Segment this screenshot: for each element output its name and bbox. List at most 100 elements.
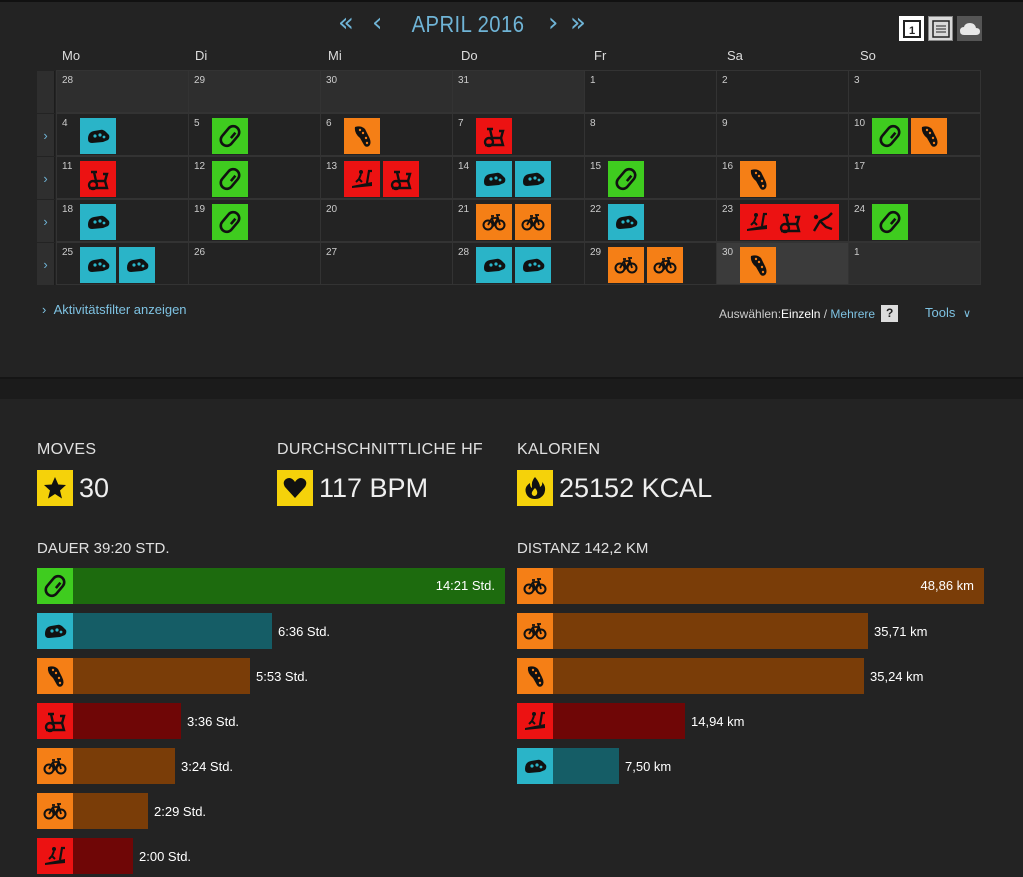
calendar-day[interactable]: 31 bbox=[452, 70, 585, 113]
run-icon bbox=[527, 666, 544, 687]
week-expand-icon[interactable]: › bbox=[37, 243, 55, 285]
activity-stepper[interactable] bbox=[806, 204, 839, 240]
calendar-day[interactable]: 30 bbox=[320, 70, 453, 113]
activity-climb[interactable] bbox=[872, 204, 908, 240]
activity-run[interactable] bbox=[740, 247, 776, 283]
activity-walk[interactable] bbox=[476, 247, 512, 283]
calendar-day[interactable]: 9 bbox=[716, 113, 849, 156]
calendar-day[interactable]: 2 bbox=[716, 70, 849, 113]
cloud-view-button[interactable] bbox=[957, 16, 982, 41]
calendar-day[interactable]: 16 bbox=[716, 156, 849, 199]
calendar-day[interactable]: 3 bbox=[848, 70, 981, 113]
calendar-day[interactable]: 25 bbox=[56, 242, 189, 285]
chevron-right-icon: › bbox=[42, 302, 47, 317]
activity-cycle[interactable] bbox=[608, 247, 644, 283]
calendar-day[interactable]: 13 bbox=[320, 156, 453, 199]
help-button[interactable]: ? bbox=[881, 305, 899, 322]
activity-cycle[interactable] bbox=[476, 204, 512, 240]
bar-row[interactable]: 2:00 Std. bbox=[37, 838, 191, 874]
select-multiple-option[interactable]: Mehrere bbox=[830, 306, 876, 321]
calendar-day[interactable]: 22 bbox=[584, 199, 717, 242]
calendar-day[interactable]: 23 bbox=[716, 199, 849, 242]
next-year-icon[interactable]: » bbox=[570, 8, 586, 38]
list-view-button[interactable] bbox=[928, 16, 953, 41]
calendar-day[interactable]: 29 bbox=[188, 70, 321, 113]
calendar-day[interactable]: 27 bbox=[320, 242, 453, 285]
calendar-day[interactable]: 1 bbox=[584, 70, 717, 113]
calendar-day[interactable]: 14 bbox=[452, 156, 585, 199]
walk-icon bbox=[45, 624, 67, 638]
activity-spin[interactable] bbox=[476, 118, 512, 154]
bar-row[interactable]: 48,86 km bbox=[517, 568, 984, 604]
calendar-day[interactable]: 15 bbox=[584, 156, 717, 199]
bar-row[interactable]: 35,71 km bbox=[517, 613, 927, 649]
activity-run[interactable] bbox=[344, 118, 380, 154]
activity-spin[interactable] bbox=[383, 161, 419, 197]
calendar-day[interactable]: 29 bbox=[584, 242, 717, 285]
activity-climb[interactable] bbox=[212, 161, 248, 197]
activity-walk[interactable] bbox=[608, 204, 644, 240]
week-expand-icon[interactable]: › bbox=[37, 114, 55, 156]
calendar-day[interactable]: 7 bbox=[452, 113, 585, 156]
week-expand-icon[interactable]: › bbox=[37, 200, 55, 242]
activity-filter-link[interactable]: › Aktivitätsfilter anzeigen bbox=[42, 302, 187, 317]
activity-spin[interactable] bbox=[80, 161, 116, 197]
stat-value: 30 bbox=[79, 472, 110, 503]
activity-walk[interactable] bbox=[515, 247, 551, 283]
prev-year-icon[interactable]: « bbox=[338, 8, 354, 38]
activity-treadmill[interactable] bbox=[740, 204, 773, 240]
select-single-option[interactable]: Einzeln bbox=[781, 306, 821, 321]
calendar-day[interactable]: 28 bbox=[56, 70, 189, 113]
activity-climb[interactable] bbox=[872, 118, 908, 154]
activity-walk[interactable] bbox=[80, 118, 116, 154]
stat-heart: DURCHSCHNITTLICHE HF 117 BPM bbox=[277, 441, 483, 506]
activity-run[interactable] bbox=[740, 161, 776, 197]
calendar-day[interactable]: 21 bbox=[452, 199, 585, 242]
activity-walk[interactable] bbox=[80, 204, 116, 240]
activity-climb[interactable] bbox=[212, 118, 248, 154]
activity-run[interactable] bbox=[911, 118, 947, 154]
calendar-day[interactable]: 20 bbox=[320, 199, 453, 242]
calendar-day[interactable]: 11 bbox=[56, 156, 189, 199]
activity-walk[interactable] bbox=[476, 161, 512, 197]
activity-cycle[interactable] bbox=[515, 204, 551, 240]
calendar-day[interactable]: 18 bbox=[56, 199, 189, 242]
activity-spin[interactable] bbox=[773, 204, 806, 240]
activity-walk[interactable] bbox=[515, 161, 551, 197]
weekday-so: So bbox=[860, 48, 876, 63]
bar-row[interactable]: 14:21 Std. bbox=[37, 568, 505, 604]
calendar-day[interactable]: 17 bbox=[848, 156, 981, 199]
calendar-day[interactable]: 28 bbox=[452, 242, 585, 285]
prev-month-icon[interactable]: ‹ bbox=[372, 8, 383, 38]
bar-row[interactable]: 3:24 Std. bbox=[37, 748, 233, 784]
week-expand-icon[interactable]: › bbox=[37, 157, 55, 199]
activity-cycle[interactable] bbox=[647, 247, 683, 283]
tools-menu[interactable]: Tools ∨ bbox=[925, 305, 971, 320]
weekday-mo: Mo bbox=[62, 48, 81, 63]
activity-walk[interactable] bbox=[80, 247, 116, 283]
bar-row[interactable]: 35,24 km bbox=[517, 658, 923, 694]
calendar-day[interactable]: 19 bbox=[188, 199, 321, 242]
bar-row[interactable]: 6:36 Std. bbox=[37, 613, 330, 649]
calendar-day[interactable]: 5 bbox=[188, 113, 321, 156]
calendar-day[interactable]: 26 bbox=[188, 242, 321, 285]
activity-treadmill[interactable] bbox=[344, 161, 380, 197]
calendar-day[interactable]: 6 bbox=[320, 113, 453, 156]
calendar-day[interactable]: 8 bbox=[584, 113, 717, 156]
bar-row[interactable]: 14,94 km bbox=[517, 703, 744, 739]
calendar-day[interactable]: 30 bbox=[716, 242, 849, 285]
calendar-day[interactable]: 12 bbox=[188, 156, 321, 199]
bar-row[interactable]: 5:53 Std. bbox=[37, 658, 308, 694]
bar-row[interactable]: 3:36 Std. bbox=[37, 703, 239, 739]
calendar-day[interactable]: 4 bbox=[56, 113, 189, 156]
calendar-day[interactable]: 24 bbox=[848, 199, 981, 242]
month-view-button[interactable]: 1 bbox=[899, 16, 924, 41]
calendar-day[interactable]: 10 bbox=[848, 113, 981, 156]
activity-climb[interactable] bbox=[608, 161, 644, 197]
activity-climb[interactable] bbox=[212, 204, 248, 240]
bar-row[interactable]: 2:29 Std. bbox=[37, 793, 206, 829]
activity-walk[interactable] bbox=[119, 247, 155, 283]
bar-row[interactable]: 7,50 km bbox=[517, 748, 671, 784]
calendar-day[interactable]: 1 bbox=[848, 242, 981, 285]
next-month-icon[interactable]: › bbox=[548, 8, 559, 38]
